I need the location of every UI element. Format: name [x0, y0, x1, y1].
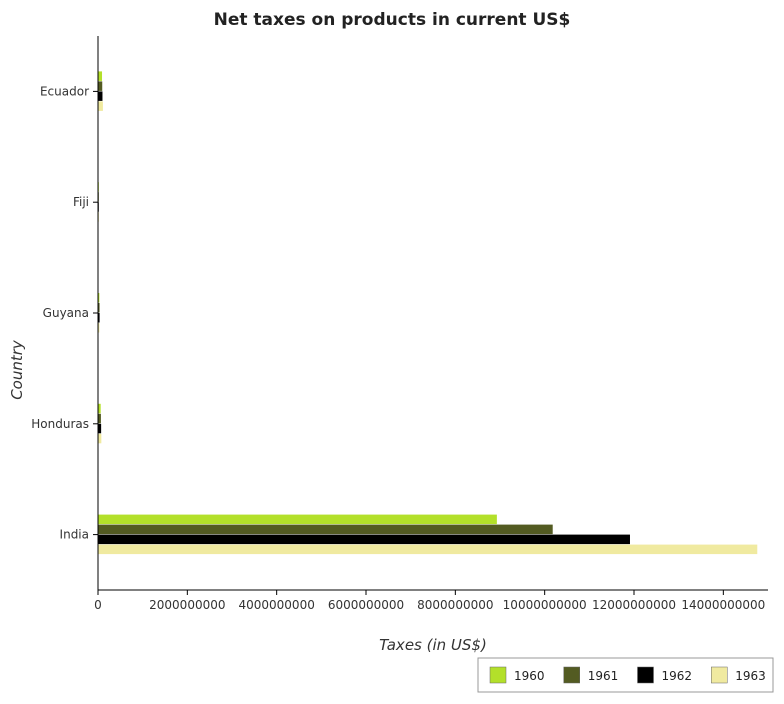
chart-title: Net taxes on products in current US$ [214, 10, 571, 30]
bar-ecuador-1962 [98, 91, 103, 101]
y-tick-label-fiji: Fiji [73, 195, 89, 209]
legend-swatch-1963 [711, 666, 728, 684]
bar-honduras-1961 [98, 413, 101, 424]
x-tick-label: 14000000000 [681, 598, 765, 612]
legend-swatch-1961 [563, 666, 580, 684]
bar-honduras-1963 [98, 433, 102, 444]
bars-layer [98, 71, 758, 555]
legend: 1960 1961 1962 1963 [477, 657, 774, 693]
bar-honduras-1962 [98, 423, 102, 434]
x-tick-label: 4000000000 [238, 598, 314, 612]
x-tick-label: 12000000000 [592, 598, 676, 612]
bar-ecuador-1963 [98, 101, 103, 111]
legend-swatch-1962 [637, 666, 654, 684]
axes-layer: 0 2000000000 4000000000 6000000000 800000000… [31, 36, 768, 612]
bar-guyana-1963 [98, 323, 100, 333]
legend-label-1960: 1960 [514, 669, 545, 683]
y-axis-title: Country [8, 339, 26, 400]
legend-label-1963: 1963 [735, 669, 766, 683]
bar-india-1962 [98, 534, 630, 545]
bar-ecuador-1961 [98, 81, 103, 91]
bar-ecuador-1960 [98, 71, 103, 81]
bar-guyana-1960 [98, 293, 100, 303]
legend-label-1962: 1962 [662, 669, 693, 683]
bar-india-1963 [98, 544, 758, 555]
y-tick-label-india: India [60, 528, 89, 542]
y-tick-label-guyana: Guyana [43, 306, 89, 320]
x-tick-label: 2000000000 [149, 598, 225, 612]
legend-swatch-1960 [489, 666, 507, 684]
bar-guyana-1962 [98, 313, 100, 323]
y-tick-label-ecuador: Ecuador [40, 84, 89, 98]
y-tick-label-honduras: Honduras [31, 417, 89, 431]
x-tick-label: 10000000000 [503, 598, 587, 612]
bar-india-1960 [98, 514, 497, 525]
bar-honduras-1960 [98, 403, 101, 414]
x-tick-label: 6000000000 [328, 598, 404, 612]
x-tick-label: 8000000000 [417, 598, 493, 612]
x-tick-label: 0 [94, 598, 102, 612]
legend-label-1961: 1961 [588, 669, 619, 683]
bar-india-1961 [98, 524, 553, 535]
bar-guyana-1961 [98, 303, 100, 313]
x-axis-title: Taxes (in US$) [379, 636, 487, 654]
